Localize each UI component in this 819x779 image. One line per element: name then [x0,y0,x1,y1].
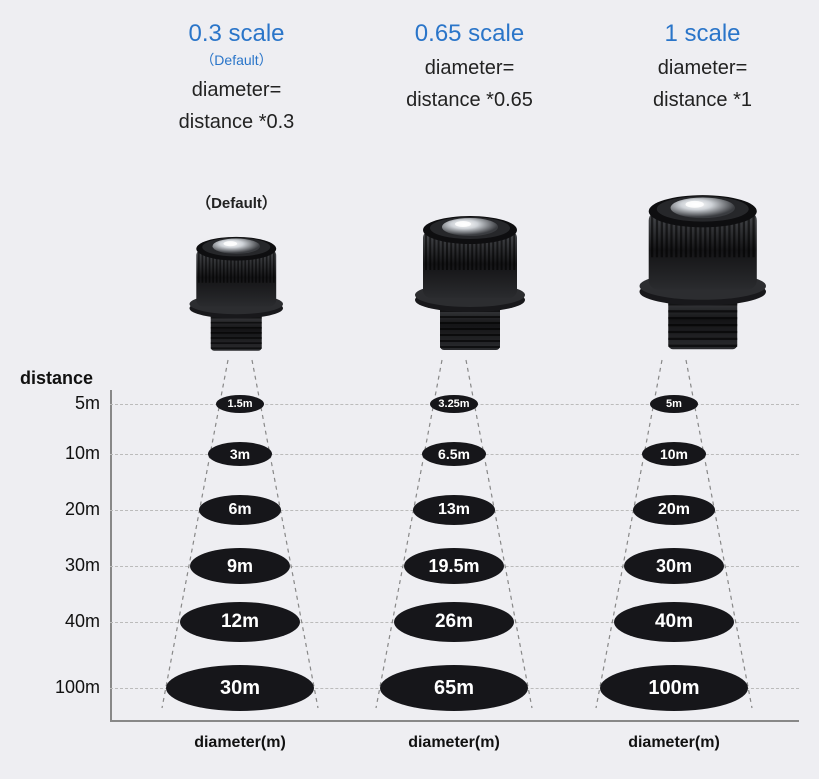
lens-row: （Default） [0,160,819,360]
distance-tick-label: 5m [30,393,100,414]
distance-tick-label: 100m [30,677,100,698]
lens-col-0: （Default） [120,160,353,360]
diameter-ellipse: 3m [208,442,272,466]
diameter-ellipse: 19.5m [404,548,504,584]
diameter-ellipse: 1.5m [216,395,264,413]
distance-tick-label: 40m [30,611,100,632]
diameter-ellipse: 6m [199,495,281,525]
distance-tick-label: 10m [30,443,100,464]
formula-line2: distance *0.3 [120,110,353,134]
diameter-ellipse: 10m [642,442,706,466]
diameter-axis-label: diameter(m) [614,734,734,752]
diameter-ellipse: 9m [190,548,290,584]
lens-icon [181,219,292,360]
diameter-ellipse: 30m [166,665,314,711]
lens-icon [628,171,778,360]
diameter-ellipse: 30m [624,548,724,584]
distance-tick-label: 20m [30,499,100,520]
diameter-ellipse: 26m [394,602,514,642]
diameter-axis-label: diameter(m) [394,734,514,752]
diameter-ellipse: 100m [600,665,748,711]
scale-header-0: 0.3 scale （Default） diameter= distance *… [120,20,353,134]
formula-line2: distance *1 [586,88,819,112]
diameter-ellipse: 6.5m [422,442,486,466]
diameter-ellipse: 20m [633,495,715,525]
diameter-ellipse: 12m [180,602,300,642]
diameter-axis-label: diameter(m) [180,734,300,752]
y-axis-line [110,390,112,720]
scale-header-1: 0.65 scale diameter= distance *0.65 [353,20,586,134]
x-axis-line [110,720,799,722]
formula-line1: diameter= [353,56,586,80]
distance-axis-title: distance [20,368,93,389]
formula-line1: diameter= [120,78,353,102]
scale-title: 0.3 scale [120,20,353,48]
lens-icon [405,195,535,360]
scale-title: 0.65 scale [353,20,586,48]
lens-col-2 [586,160,819,360]
lens-col-1 [353,160,586,360]
lens-caption: （Default） [196,192,277,213]
diameter-ellipse: 3.25m [430,395,478,413]
diameter-ellipse: 40m [614,602,734,642]
header-row: 0.3 scale （Default） diameter= distance *… [0,20,819,134]
formula-line1: diameter= [586,56,819,80]
distance-tick-label: 30m [30,555,100,576]
scale-subtitle: （Default） [120,50,353,70]
scale-title: 1 scale [586,20,819,48]
formula-line2: distance *0.65 [353,88,586,112]
scale-header-2: 1 scale diameter= distance *1 [586,20,819,134]
diameter-ellipse: 13m [413,495,495,525]
diameter-ellipse: 65m [380,665,528,711]
diameter-ellipse: 5m [650,395,698,413]
